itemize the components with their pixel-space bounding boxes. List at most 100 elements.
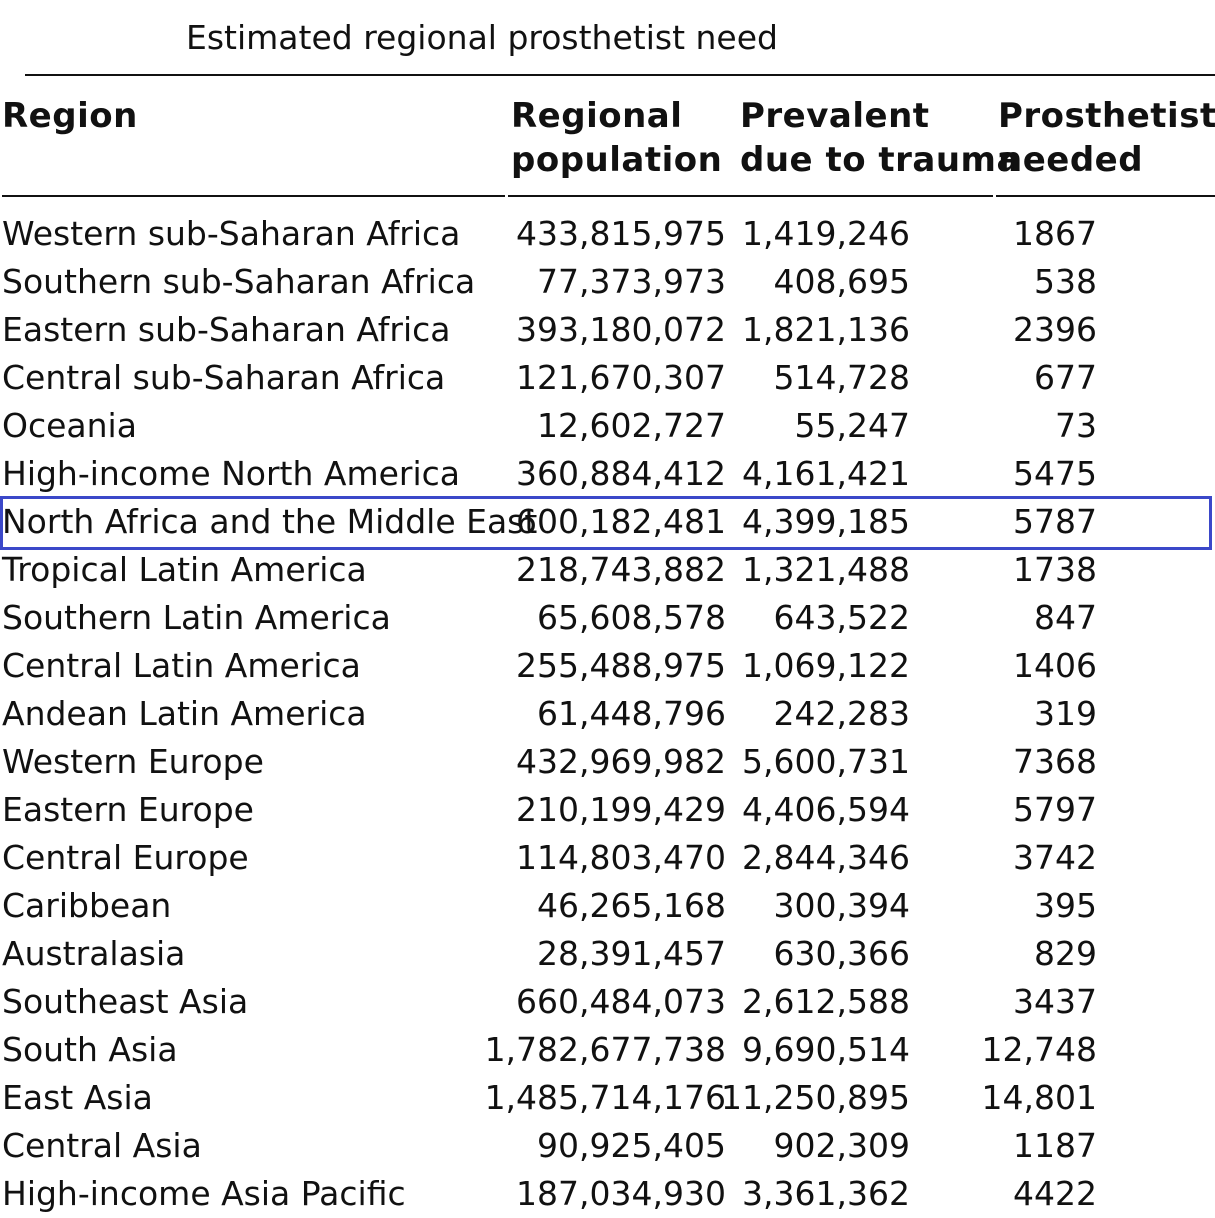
cell-needed: 5787	[1013, 502, 1097, 541]
table-row: Southeast Asia 660,484,073 2,612,588 3437	[0, 978, 1215, 1026]
cell-population: 433,815,975	[516, 214, 726, 253]
header-rule-region	[2, 195, 505, 197]
cell-prevalent: 5,600,731	[742, 742, 910, 781]
cell-region: North Africa and the Middle East	[2, 502, 538, 541]
cell-prevalent: 242,283	[773, 694, 910, 733]
cell-prevalent: 643,522	[773, 598, 910, 637]
cell-population: 12,602,727	[537, 406, 726, 445]
cell-region: Central Latin America	[2, 646, 361, 685]
cell-prevalent: 4,161,421	[742, 454, 910, 493]
table-row: Oceania 12,602,727 55,247 73	[0, 402, 1215, 450]
cell-population: 28,391,457	[537, 934, 726, 973]
cell-prevalent: 11,250,895	[721, 1078, 910, 1117]
table-row: Caribbean 46,265,168 300,394 395	[0, 882, 1215, 930]
cell-population: 61,448,796	[537, 694, 726, 733]
table-row: Southern Latin America 65,608,578 643,522 8…	[0, 594, 1215, 642]
cell-region: Southern sub-Saharan Africa	[2, 262, 476, 301]
top-rule	[25, 74, 1215, 76]
header-needed-line-2: needed	[998, 140, 1144, 180]
cell-region: Caribbean	[2, 886, 172, 925]
cell-population: 187,034,930	[516, 1174, 726, 1213]
header-prevalent: Prevalent due to trauma	[740, 94, 1020, 182]
cell-region: High-income North America	[2, 454, 461, 493]
cell-region: High-income Asia Pacific	[2, 1174, 406, 1213]
cell-region: Southern Latin America	[2, 598, 391, 637]
cell-needed: 3437	[1013, 982, 1097, 1021]
cell-population: 360,884,412	[516, 454, 726, 493]
cell-prevalent: 1,419,246	[742, 214, 910, 253]
row-highlight-box	[0, 496, 1212, 550]
cell-population: 210,199,429	[516, 790, 726, 829]
cell-region: Eastern sub-Saharan Africa	[2, 310, 451, 349]
cell-population: 660,484,073	[516, 982, 726, 1021]
cell-prevalent: 902,309	[773, 1126, 910, 1165]
cell-needed: 1867	[1013, 214, 1097, 253]
table-row: Eastern sub-Saharan Africa 393,180,072 1,8…	[0, 306, 1215, 354]
table-row: Tropical Latin America 218,743,882 1,321,4…	[0, 546, 1215, 594]
table-row: Central Asia 90,925,405 902,309 1187	[0, 1122, 1215, 1170]
header-population-line-1: Regional	[511, 96, 683, 136]
cell-region: Andean Latin America	[2, 694, 367, 733]
cell-region: Western sub-Saharan Africa	[2, 214, 461, 253]
table-row: Central sub-Saharan Africa 121,670,307 514…	[0, 354, 1215, 402]
cell-population: 432,969,982	[516, 742, 726, 781]
cell-population: 90,925,405	[537, 1126, 726, 1165]
cell-prevalent: 4,406,594	[742, 790, 910, 829]
cell-population: 393,180,072	[516, 310, 726, 349]
table-row: Western sub-Saharan Africa 433,815,975 1,4…	[0, 210, 1215, 258]
cell-needed: 5797	[1013, 790, 1097, 829]
cell-population: 65,608,578	[537, 598, 726, 637]
cell-population: 1,782,677,738	[484, 1030, 726, 1069]
header-region: Region	[2, 96, 138, 136]
cell-needed: 4422	[1013, 1174, 1097, 1213]
cell-population: 46,265,168	[537, 886, 726, 925]
cell-needed: 5475	[1013, 454, 1097, 493]
table-row: High-income Asia Pacific 187,034,930 3,361…	[0, 1170, 1215, 1218]
cell-needed: 2396	[1013, 310, 1097, 349]
cell-region: Australasia	[2, 934, 186, 973]
table-row: Southern sub-Saharan Africa 77,373,973 408…	[0, 258, 1215, 306]
cell-prevalent: 1,321,488	[742, 550, 910, 589]
cell-population: 600,182,481	[516, 502, 726, 541]
cell-region: Eastern Europe	[2, 790, 254, 829]
cell-region: Central Europe	[2, 838, 249, 877]
cell-needed: 73	[1055, 406, 1097, 445]
table-row: Eastern Europe 210,199,429 4,406,594 5797	[0, 786, 1215, 834]
cell-region: Tropical Latin America	[2, 550, 367, 589]
header-population: Regional population	[511, 94, 722, 182]
cell-region: Central sub-Saharan Africa	[2, 358, 446, 397]
cell-needed: 395	[1034, 886, 1097, 925]
cell-region: South Asia	[2, 1030, 178, 1069]
cell-population: 121,670,307	[516, 358, 726, 397]
cell-population: 218,743,882	[516, 550, 726, 589]
table-row: Australasia 28,391,457 630,366 829	[0, 930, 1215, 978]
cell-region: Central Asia	[2, 1126, 202, 1165]
cell-needed: 677	[1034, 358, 1097, 397]
header-population-line-2: population	[511, 140, 723, 180]
cell-prevalent: 300,394	[773, 886, 910, 925]
cell-prevalent: 55,247	[794, 406, 910, 445]
header-needed-line-1: Prosthetists	[998, 96, 1215, 136]
cell-prevalent: 408,695	[773, 262, 910, 301]
cell-prevalent: 2,844,346	[742, 838, 910, 877]
cell-needed: 829	[1034, 934, 1097, 973]
cell-needed: 3742	[1013, 838, 1097, 877]
cell-prevalent: 2,612,588	[742, 982, 910, 1021]
table-row: South Asia 1,782,677,738 9,690,514 12,748	[0, 1026, 1215, 1074]
table-row: North Africa and the Middle East 600,182,…	[0, 498, 1215, 546]
cell-prevalent: 630,366	[773, 934, 910, 973]
cell-region: Southeast Asia	[2, 982, 249, 1021]
cell-needed: 847	[1034, 598, 1097, 637]
cell-region: Western Europe	[2, 742, 264, 781]
cell-prevalent: 3,361,362	[742, 1174, 910, 1213]
table-row: Central Latin America 255,488,975 1,069,12…	[0, 642, 1215, 690]
cell-population: 114,803,470	[516, 838, 726, 877]
header-rule-needed	[996, 195, 1215, 197]
cell-needed: 538	[1034, 262, 1097, 301]
header-prevalent-line-1: Prevalent	[740, 96, 930, 136]
cell-population: 255,488,975	[516, 646, 726, 685]
header-needed: Prosthetists needed	[998, 94, 1215, 182]
table-row: Western Europe 432,969,982 5,600,731 7368	[0, 738, 1215, 786]
header-prevalent-line-2: due to trauma	[740, 140, 1020, 180]
table-row: East Asia 1,485,714,176 11,250,895 14,801	[0, 1074, 1215, 1122]
